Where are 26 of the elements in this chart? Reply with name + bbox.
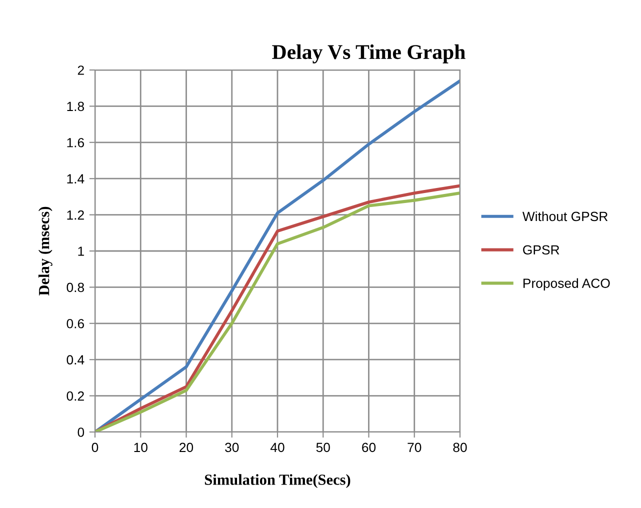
y-tick-label: 0.2 — [66, 391, 84, 401]
x-tick-label: 40 — [270, 442, 284, 452]
legend-label: Without GPSR — [522, 211, 608, 222]
y-tick-label: 1.6 — [67, 138, 84, 148]
legend-label: GPSR — [523, 245, 560, 255]
x-tick-label: 80 — [453, 442, 467, 452]
x-tick-label: 70 — [408, 442, 422, 452]
x-tick-label: 10 — [134, 442, 148, 452]
x-tick-label: 0 — [92, 442, 98, 452]
chart-title: Delay Vs Time Graph — [272, 44, 466, 64]
y-tick-label: 0.6 — [66, 318, 84, 328]
x-tick-label: 50 — [316, 442, 330, 452]
y-tick-label: 1 — [78, 246, 84, 256]
y-tick-label: 0 — [78, 428, 84, 437]
legend-label: Proposed ACO — [523, 278, 610, 291]
y-tick-label: 2 — [78, 66, 84, 75]
y-axis-title: Delay (msecs) — [38, 206, 52, 296]
x-tick-label: 60 — [362, 442, 376, 452]
y-tick-label: 0.4 — [66, 355, 84, 365]
x-tick-label: 30 — [225, 442, 239, 452]
x-tick-label: 20 — [180, 442, 194, 452]
x-axis-title: Simulation Time(Secs) — [204, 474, 350, 488]
y-tick-label: 1.8 — [67, 102, 84, 112]
y-tick-label: 0.8 — [66, 282, 84, 292]
y-tick-label: 1.4 — [67, 174, 84, 184]
y-tick-label: 1.2 — [67, 210, 84, 220]
